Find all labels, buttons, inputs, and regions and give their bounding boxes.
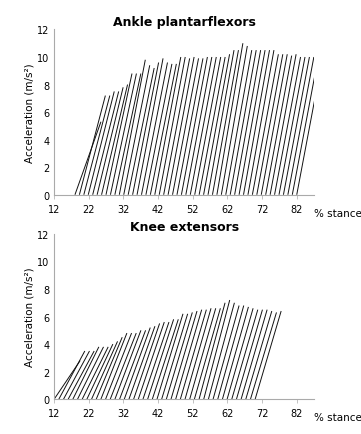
Text: % stance phase: % stance phase (314, 208, 361, 218)
Text: % stance phase: % stance phase (314, 412, 361, 422)
Title: Ankle plantarflexors: Ankle plantarflexors (113, 16, 256, 29)
Title: Knee extensors: Knee extensors (130, 220, 239, 233)
Y-axis label: Acceleration (m/s²): Acceleration (m/s²) (24, 267, 34, 367)
Y-axis label: Acceleration (m/s²): Acceleration (m/s²) (24, 63, 34, 163)
